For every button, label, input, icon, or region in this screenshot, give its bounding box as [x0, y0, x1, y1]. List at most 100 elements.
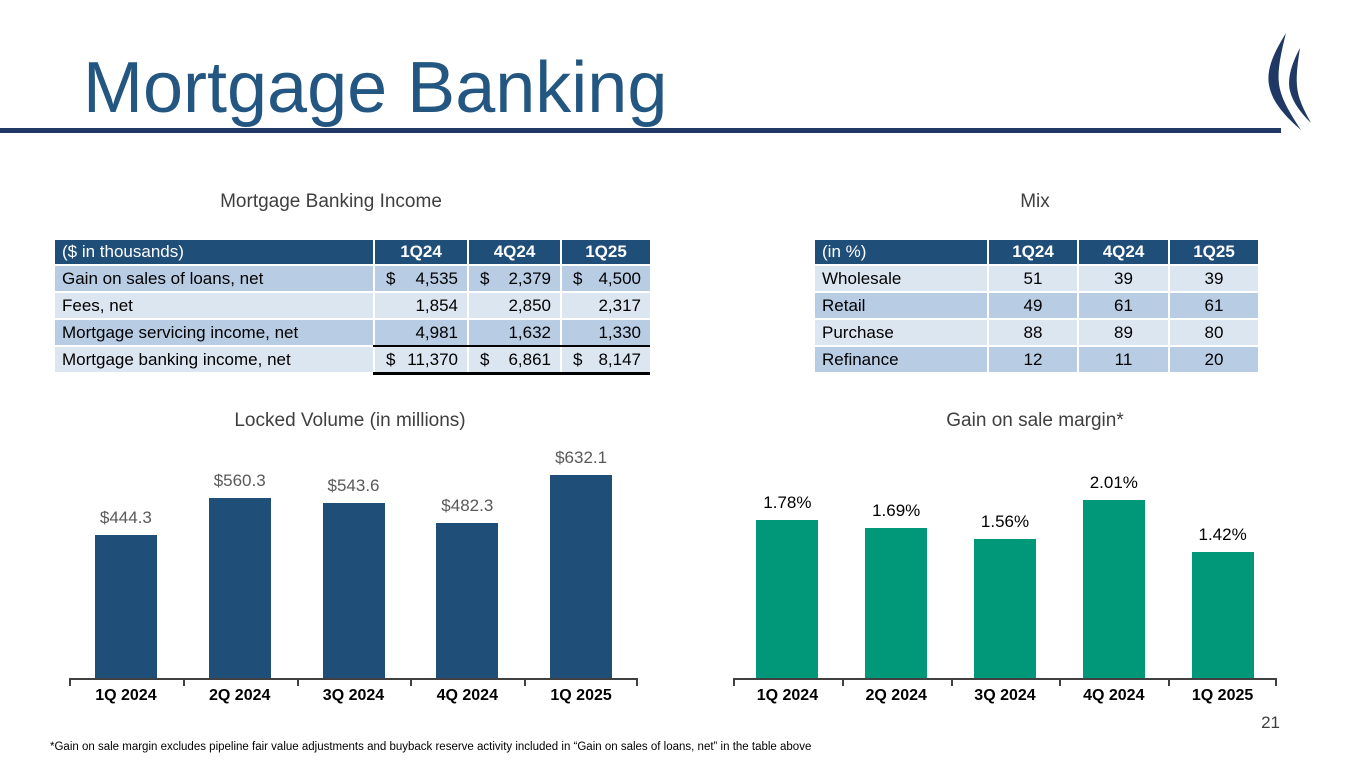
amount: 4,500 — [598, 268, 641, 288]
amount: 4,981 — [415, 322, 458, 342]
bar-value-label: 1.42% — [1198, 525, 1247, 544]
bar — [1082, 500, 1145, 678]
row-label-cell: Retail — [815, 293, 987, 320]
title-underline — [0, 128, 1281, 133]
value-cell: $4,500 — [560, 266, 650, 293]
bar — [865, 528, 928, 678]
money-cell-content: $2,379 — [469, 269, 560, 289]
bar-value-label: 2.01% — [1089, 473, 1138, 492]
table-row: Refinance 12 11 20 — [815, 347, 1258, 374]
x-axis-tick — [69, 680, 71, 686]
dollar-sign: $ — [480, 349, 490, 369]
bar-value-label: 1.56% — [980, 512, 1030, 531]
money-cell-content: 1,854 — [375, 296, 467, 316]
page-number: 21 — [1261, 713, 1280, 732]
header-quarter-cell: 1Q25 — [560, 240, 650, 266]
value-cell: $11,370 — [373, 347, 467, 374]
amount: 6,861 — [508, 349, 551, 369]
money-cell-content: 2,317 — [562, 296, 650, 316]
locked-volume-bar-chart: $444.3 1Q 2024 $560.3 2Q 2024 $543.6 3Q 2024 $… — [69, 440, 638, 704]
x-axis-label: 3Q 2024 — [974, 687, 1036, 704]
value-cell: 4,981 — [373, 320, 467, 347]
table-row: Wholesale 51 39 39 — [815, 266, 1258, 293]
x-axis-label: 4Q 2024 — [436, 687, 498, 704]
amount: 1,854 — [415, 295, 458, 315]
x-axis-tick — [636, 680, 638, 686]
value-cell: 49 — [987, 293, 1077, 320]
value-cell: $4,535 — [373, 266, 467, 293]
x-axis-label: 1Q 2024 — [756, 687, 819, 704]
bar — [436, 523, 499, 678]
value-cell: 1,330 — [560, 320, 650, 347]
dollar-sign: $ — [480, 268, 490, 288]
value-cell: 20 — [1168, 347, 1258, 374]
x-axis-label: 1Q 2025 — [1191, 687, 1254, 704]
money-cell-content: $8,147 — [562, 350, 650, 370]
x-axis-tick — [1168, 680, 1171, 686]
bar — [550, 475, 613, 678]
x-axis-label: 4Q 2024 — [1083, 687, 1145, 704]
bar-value-label: $482.3 — [441, 496, 494, 515]
money-cell-content: $4,535 — [375, 269, 467, 289]
row-label-cell: Fees, net — [55, 293, 373, 320]
mix-table-title: Mix — [1020, 191, 1050, 212]
bar — [974, 539, 1036, 678]
x-axis-tick — [841, 680, 844, 686]
header-quarter-cell: 4Q24 — [467, 240, 560, 266]
bar — [756, 520, 819, 678]
header-label-cell: ($ in thousands) — [55, 240, 373, 266]
x-axis-label: 1Q 2025 — [550, 687, 612, 704]
gain-on-sale-margin-bar-chart: 1.78% 1Q 2024 1.69% 2Q 2024 1.56% 3Q 2024 2.01… — [733, 440, 1277, 704]
x-axis-tick — [182, 680, 185, 686]
value-cell: 89 — [1077, 320, 1168, 347]
x-axis-label: 2Q 2024 — [209, 687, 271, 704]
x-axis-tick — [410, 680, 413, 686]
x-axis-tick — [296, 680, 299, 686]
row-label-cell: Gain on sales of loans, net — [55, 266, 373, 293]
x-axis-tick — [524, 680, 527, 686]
money-cell-content: 2,850 — [469, 296, 560, 316]
amount: 11,370 — [407, 349, 458, 369]
bar-value-label: $560.3 — [213, 471, 266, 490]
value-cell: 88 — [987, 320, 1077, 347]
value-cell: 2,850 — [467, 293, 560, 320]
x-axis-label: 3Q 2024 — [322, 687, 385, 704]
total-row-bottom-border — [373, 372, 650, 375]
value-cell: $2,379 — [467, 266, 560, 293]
value-cell: 39 — [1168, 266, 1258, 293]
bar — [1191, 552, 1254, 678]
row-label-cell: Refinance — [815, 347, 987, 374]
header-quarter-cell: 1Q24 — [987, 240, 1077, 266]
amount: 2,317 — [598, 295, 641, 315]
table-row: Gain on sales of loans, net $4,535 $2,379 $… — [55, 266, 650, 293]
header-quarter-cell: 4Q24 — [1077, 240, 1168, 266]
value-cell: $8,147 — [560, 347, 650, 374]
x-axis-label: 1Q 2024 — [95, 687, 157, 704]
header-label-cell: (in %) — [815, 240, 987, 266]
amount: 1,330 — [598, 322, 641, 342]
amount: 2,850 — [508, 295, 551, 315]
bar-value-label: 1.78% — [763, 493, 812, 512]
value-cell: 12 — [987, 347, 1077, 374]
x-axis-tick — [950, 680, 953, 686]
row-label-cell: Purchase — [815, 320, 987, 347]
gain-on-sale-margin-chart-title: Gain on sale margin* — [946, 410, 1124, 431]
bar-value-label: $632.1 — [555, 448, 608, 467]
value-cell: 2,317 — [560, 293, 650, 320]
header-quarter-cell: 1Q24 — [373, 240, 467, 266]
row-label-cell: Mortgage banking income, net — [55, 347, 373, 374]
amount: 4,535 — [415, 268, 458, 288]
row-label-cell: Wholesale — [815, 266, 987, 293]
dollar-sign: $ — [573, 349, 583, 369]
bar — [322, 503, 385, 678]
dollar-sign: $ — [386, 349, 396, 369]
table-row: Purchase 88 89 80 — [815, 320, 1258, 347]
income-table-title: Mortgage Banking Income — [220, 191, 442, 212]
dollar-sign: $ — [573, 268, 583, 288]
table-header-row: ($ in thousands) 1Q24 4Q24 1Q25 — [55, 240, 650, 266]
money-cell-content: $11,370 — [375, 350, 467, 370]
money-cell-content: 4,981 — [375, 323, 467, 343]
amount: 8,147 — [598, 349, 641, 369]
table-row: Mortgage banking income, net $11,370 $6,86… — [55, 347, 650, 374]
